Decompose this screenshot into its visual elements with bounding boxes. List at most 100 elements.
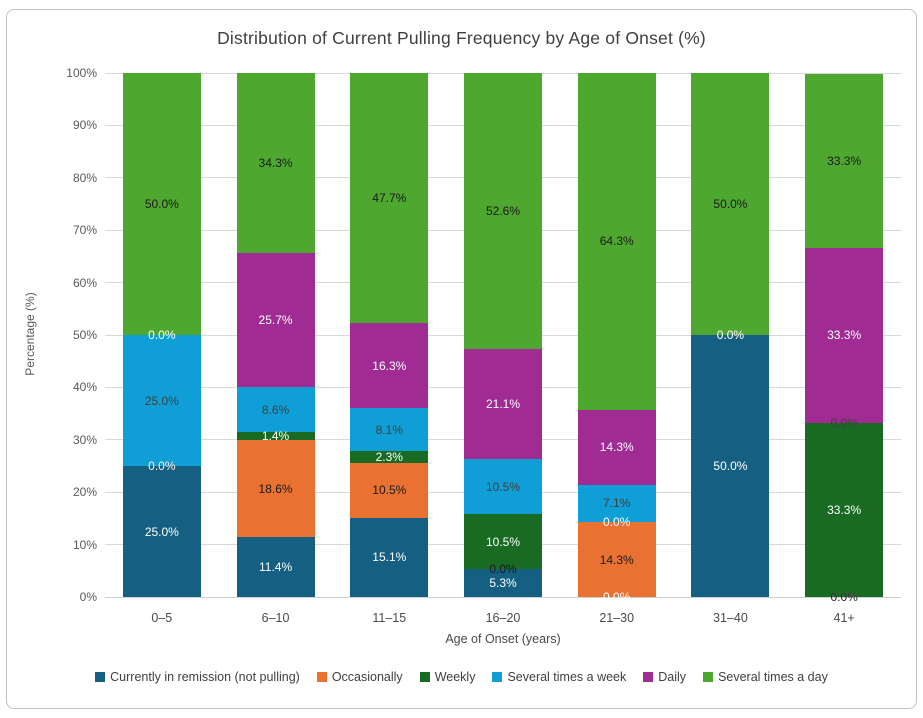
legend-swatch-icon [316, 672, 327, 682]
data-label: 0.0% [148, 328, 176, 342]
bar-segment[interactable] [350, 73, 429, 323]
y-tick-label: 30% [72, 432, 97, 447]
bar-segment[interactable] [122, 335, 201, 466]
data-label: 0.0% [716, 328, 745, 342]
data-label: 0.0% [148, 459, 176, 473]
bar-segment[interactable] [805, 73, 884, 248]
data-label: 8.1% [375, 422, 403, 437]
data-label: 0.0% [716, 328, 745, 342]
bar-segment[interactable] [122, 466, 201, 597]
data-label: 0.0% [830, 590, 858, 604]
bar-segment[interactable] [691, 73, 770, 335]
data-label: 50.0% [713, 459, 748, 473]
bar-segment[interactable] [464, 514, 542, 570]
data-label: 14.3% [599, 552, 634, 567]
legend-item[interactable]: Occasionally [316, 670, 403, 684]
data-label: 11.4% [258, 560, 293, 575]
bar-segment[interactable] [122, 73, 201, 335]
y-tick-label: 70% [72, 223, 97, 238]
data-label: 0.0% [489, 562, 517, 577]
y-tick-label: 20% [72, 485, 97, 500]
data-label: 8.6% [261, 402, 290, 417]
data-label: 0.0% [716, 328, 745, 342]
bar-segment[interactable] [464, 73, 542, 349]
data-label: 14.3% [599, 440, 634, 455]
data-label: 0.0% [148, 459, 176, 473]
data-label: 5.3% [489, 576, 517, 591]
data-label: 50.0% [713, 197, 748, 211]
y-axis-title: Percentage (%) [23, 292, 37, 376]
y-tick-label: 80% [72, 170, 97, 185]
bar-segment[interactable] [805, 422, 884, 597]
data-label: 1.4% [261, 429, 290, 444]
x-tick-label: 21–30 [599, 611, 635, 625]
data-label: 25.7% [258, 313, 293, 328]
bar-segment[interactable] [350, 517, 429, 597]
bar-segment[interactable] [236, 432, 315, 440]
data-label: 0.0% [830, 415, 858, 430]
y-tick-label: 0% [79, 590, 97, 604]
bar-segment[interactable] [236, 537, 315, 597]
bar-segment[interactable] [236, 252, 315, 388]
bar-segment[interactable] [350, 450, 429, 463]
y-tick-label: 10% [72, 537, 97, 552]
data-label: 33.3% [827, 502, 862, 517]
legend-item[interactable]: Weekly [419, 670, 476, 684]
x-axis-title: Age of Onset (years) [445, 632, 561, 646]
bar-segment[interactable] [236, 73, 315, 253]
legend-item[interactable]: Several times a day [703, 670, 828, 684]
data-label: 10.5% [485, 534, 521, 549]
data-label: 50.0% [144, 197, 179, 211]
gridline [105, 596, 901, 598]
data-label: 52.6% [485, 203, 521, 218]
bar-segment[interactable] [577, 484, 656, 523]
legend-label: Occasionally [331, 670, 403, 684]
legend-swatch-icon [492, 672, 503, 682]
legend-item[interactable]: Several times a week [492, 670, 626, 684]
data-label: 0.0% [716, 328, 745, 342]
x-tick-label: 31–40 [713, 611, 748, 625]
x-tick-label: 11–15 [372, 611, 407, 625]
y-tick-label: 90% [72, 118, 97, 133]
data-label: 0.0% [603, 515, 631, 530]
bar-segment[interactable] [350, 462, 429, 518]
x-tick-label: 0–5 [151, 611, 173, 625]
legend-item[interactable]: Daily [643, 670, 686, 684]
bar-segment[interactable] [236, 439, 315, 538]
bar-segment[interactable] [350, 322, 429, 409]
legend-swatch-icon [419, 672, 430, 682]
bar-segment[interactable] [464, 348, 542, 460]
bar-segment[interactable] [236, 387, 315, 433]
data-label: 18.6% [258, 481, 293, 496]
data-label: 33.3% [827, 328, 862, 343]
legend: Currently in remission (not pulling) Occa… [10, 670, 913, 684]
bar-segment[interactable] [464, 459, 542, 515]
bar-segment[interactable] [691, 335, 770, 597]
data-label: 0.0% [830, 590, 858, 604]
legend-label: Daily [658, 670, 687, 684]
data-label: 47.7% [372, 190, 407, 205]
y-tick-label: 100% [66, 66, 97, 80]
bar-segment[interactable] [805, 248, 884, 423]
bar-segment[interactable] [577, 409, 656, 485]
legend-label: Currently in remission (not pulling) [110, 670, 300, 684]
data-label: 16.3% [372, 358, 407, 373]
bar-segment[interactable] [577, 522, 656, 597]
bar-segment[interactable] [350, 408, 429, 451]
x-tick-label: 6–10 [261, 611, 290, 625]
data-label: 10.5% [485, 479, 521, 494]
legend-item[interactable]: Currently in remission (not pulling) [95, 670, 300, 684]
x-tick-label: 41+ [833, 611, 855, 625]
bar-segment[interactable] [464, 569, 542, 597]
y-tick-label: 50% [72, 328, 97, 342]
data-label: 15.1% [372, 550, 407, 565]
x-tick-label: 16–20 [485, 611, 521, 625]
bar-segment[interactable] [577, 73, 656, 410]
data-label: 0.0% [603, 590, 631, 604]
y-tick-label: 60% [72, 275, 97, 290]
chart-title: Distribution of Current Pulling Frequenc… [217, 28, 706, 48]
legend-swatch-icon [703, 672, 714, 682]
legend-label: Weekly [434, 670, 476, 684]
data-label: 25.0% [144, 524, 179, 539]
